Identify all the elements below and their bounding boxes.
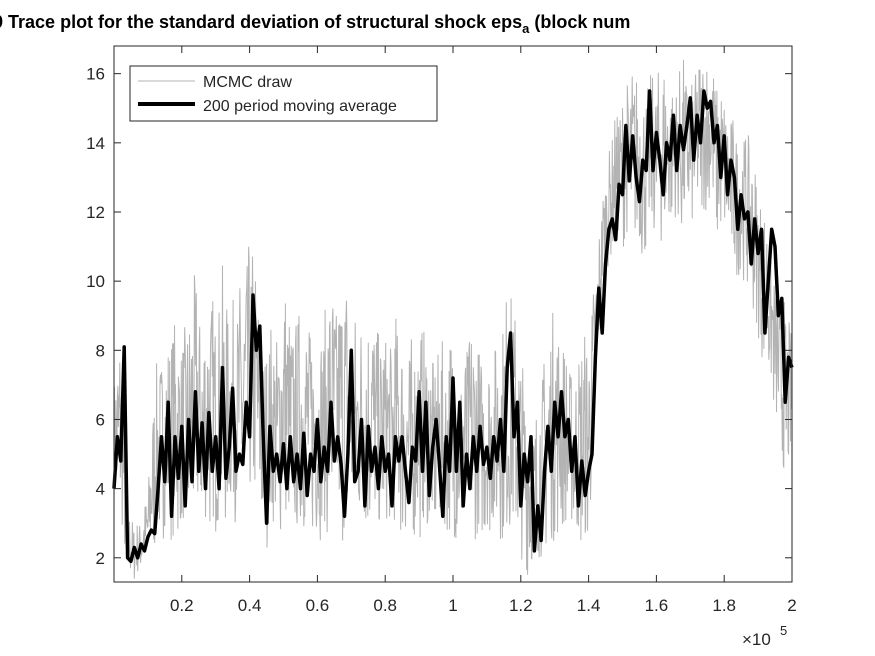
chart-title-prefix: ure: 39 Trace plot for the standard devi… [0,12,523,32]
y-tick-label: 2 [96,549,105,568]
legend-label-mcmc: MCMC draw [203,74,292,91]
x-tick-label: 1.8 [712,596,736,615]
x-tick-label: 1.6 [645,596,669,615]
chart-title-text: ure: 39 Trace plot for the standard devi… [0,12,630,36]
x-exponent-base: ×10 [742,630,771,649]
legend-box [129,65,438,122]
x-tick-label: 0.8 [373,596,397,615]
y-tick-label: 8 [96,341,105,360]
y-tick-label: 12 [86,203,105,222]
y-tick-label: 6 [96,410,105,429]
chart-title-suffix: (block num [529,12,631,32]
x-tick-label: 0.2 [170,596,194,615]
x-tick-label: 0.4 [238,596,262,615]
x-tick-label: 1 [448,596,457,615]
x-tick-label: 1.2 [509,596,533,615]
x-tick-label: 2 [787,596,796,615]
y-tick-label: 4 [96,480,105,499]
x-axis-exponent: ×10 5 [742,623,787,649]
series-layer [112,59,794,579]
x-tick-label: 1.4 [577,596,601,615]
y-tick-label: 16 [86,65,105,84]
y-tick-label: 14 [86,134,105,153]
legend-label-moving-average: 200 period moving average [203,98,397,115]
legend: MCMC draw 200 period moving average [129,65,438,122]
chart-title-subscript: a [522,21,530,36]
y-tick-label: 10 [86,272,105,291]
x-tick-label: 0.6 [306,596,330,615]
chart-title: ure: 39 Trace plot for the standard devi… [0,12,875,42]
series-moving-average [112,89,794,564]
axis-layer: 0.2 0.4 0.6 0.8 1 1.2 1.4 1.6 1.8 2 2 4 6 8 10 12 14 16 [86,45,797,615]
x-exponent-power: 5 [780,623,787,638]
